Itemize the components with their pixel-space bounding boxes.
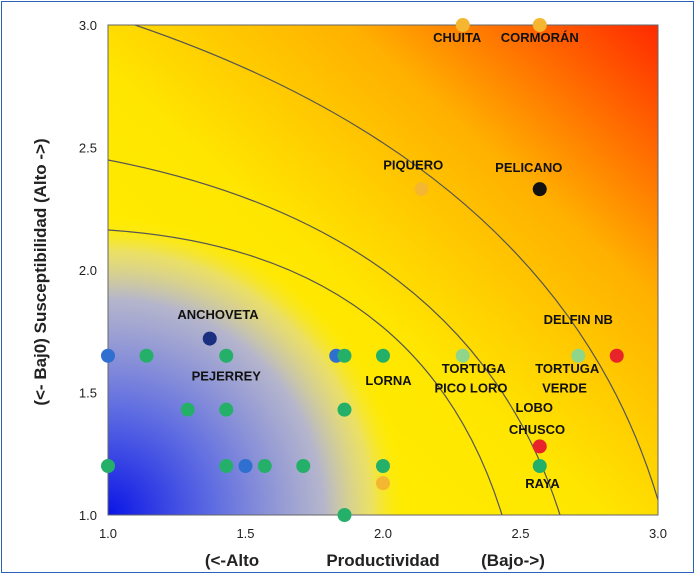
point-label: PIQUERO — [383, 158, 443, 173]
x-axis-label-title: Productividad — [326, 551, 439, 570]
x-axis-label-low: (<-Alto — [205, 551, 259, 570]
data-point — [238, 459, 253, 473]
x-tick-label: 3.0 — [649, 526, 667, 541]
x-tick-label: 1.0 — [99, 526, 117, 541]
data-point — [219, 459, 234, 473]
point-label: RAYA — [525, 476, 560, 491]
data-point — [455, 348, 470, 363]
x-axis-label-high: (Bajo->) — [481, 551, 545, 570]
data-point — [101, 348, 115, 363]
data-point — [532, 182, 547, 197]
point-label: ANCHOVETA — [177, 307, 259, 322]
y-tick-label: 1.5 — [79, 386, 97, 401]
x-tick-label: 2.5 — [511, 526, 529, 541]
point-label: PICO LORO — [435, 381, 508, 396]
data-point — [337, 508, 352, 522]
point-label: VERDE — [542, 381, 587, 396]
point-label: DELFIN NB — [544, 312, 613, 327]
data-point — [376, 459, 390, 473]
data-point — [202, 331, 217, 346]
point-label: LOBO — [515, 400, 553, 415]
data-point — [139, 348, 154, 363]
y-tick-label: 3.0 — [79, 18, 97, 33]
middle-arc — [108, 159, 561, 515]
point-label: PELICANO — [495, 160, 562, 175]
outer-arc — [134, 25, 658, 501]
data-point — [337, 348, 352, 363]
data-point — [376, 348, 390, 363]
y-axis-label: (<- Baj0) Susceptibilidad (Alto ->) — [31, 138, 50, 405]
risk-curves — [108, 25, 658, 515]
point-label: CHUITA — [433, 30, 482, 45]
data-point — [101, 459, 115, 473]
data-point — [376, 476, 390, 491]
data-point — [571, 348, 586, 363]
point-label: CHUSCO — [509, 422, 565, 437]
y-axis-ticks: 1.0 1.5 2.0 2.5 3.0 — [79, 18, 97, 523]
data-point — [257, 459, 272, 473]
point-label: LORNA — [365, 373, 412, 388]
data-point — [414, 182, 429, 197]
y-tick-label: 2.0 — [79, 263, 97, 278]
point-label: PEJERREY — [192, 368, 262, 383]
data-point — [532, 18, 547, 32]
plot-border — [107, 24, 659, 516]
data-point — [219, 402, 234, 417]
data-point — [180, 402, 195, 417]
data-point — [455, 18, 470, 32]
y-tick-label: 2.5 — [79, 141, 97, 156]
data-point — [609, 348, 624, 363]
point-labels: CHUITA CORMORÁN PIQUERO PELICANO ANCHOVETA DE… — [177, 30, 613, 491]
data-point — [532, 439, 547, 454]
data-point — [337, 402, 352, 417]
data-point — [532, 459, 547, 473]
x-tick-label: 1.5 — [236, 526, 254, 541]
y-tick-label: 1.0 — [79, 508, 97, 523]
x-tick-label: 2.0 — [374, 526, 392, 541]
point-label: TORTUGA — [442, 361, 507, 376]
data-point — [219, 348, 234, 363]
data-points — [101, 18, 624, 522]
point-label: CORMORÁN — [501, 30, 579, 45]
data-point — [296, 459, 311, 473]
inner-arc — [108, 229, 503, 515]
x-axis-ticks: 1.0 1.5 2.0 2.5 3.0 — [99, 526, 667, 541]
point-label: TORTUGA — [535, 361, 600, 376]
